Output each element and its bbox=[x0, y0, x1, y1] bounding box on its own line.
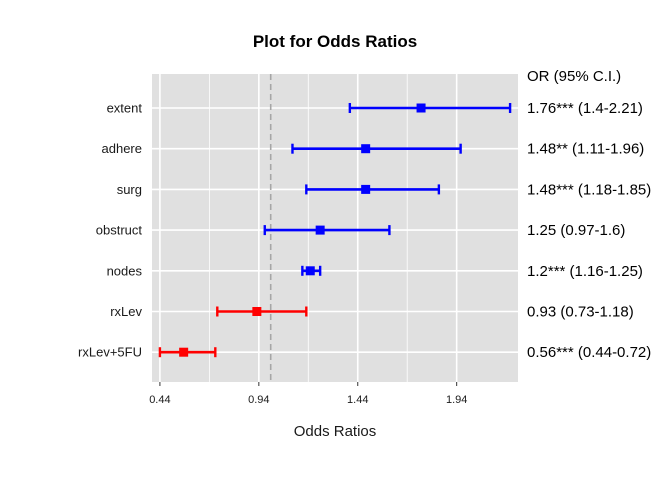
odds-ratio-point bbox=[361, 184, 371, 194]
x-tick-label: 1.94 bbox=[446, 394, 467, 406]
odds-ratio-point bbox=[305, 266, 315, 276]
annotation-text: 0.56*** (0.44-0.72) bbox=[527, 344, 651, 361]
plot-panel bbox=[152, 74, 518, 382]
odds-ratio-point bbox=[416, 103, 426, 113]
odds-ratio-point bbox=[315, 225, 325, 235]
odds-ratio-point bbox=[361, 144, 371, 154]
row-rxlev-5fu bbox=[158, 347, 217, 358]
row-surg bbox=[305, 184, 441, 195]
y-tick-label: extent bbox=[107, 101, 143, 116]
x-axis-label: Odds Ratios bbox=[294, 423, 377, 440]
annotation-text: 1.76*** (1.4-2.21) bbox=[527, 100, 643, 117]
y-tick-label: surg bbox=[117, 182, 142, 197]
annotation-text: 1.48*** (1.18-1.85) bbox=[527, 181, 651, 198]
y-tick-label: rxLev+5FU bbox=[78, 345, 142, 360]
annotation-text: 1.25 (0.97-1.6) bbox=[527, 222, 625, 239]
y-axis-labels: extent adhere surg obstruct nodes rxLev rxLev+… bbox=[78, 101, 142, 360]
annotation-text: 1.2*** (1.16-1.25) bbox=[527, 263, 643, 280]
annotation-text: 1.48** (1.11-1.96) bbox=[527, 141, 644, 158]
data-marks bbox=[158, 103, 512, 358]
y-tick-label: rxLev bbox=[110, 304, 142, 319]
chart-title: Plot for Odds Ratios bbox=[253, 32, 417, 51]
row-rxlev bbox=[216, 306, 308, 317]
row-extent bbox=[348, 103, 512, 113]
odds-ratio-point bbox=[252, 307, 262, 316]
grid-lines bbox=[152, 74, 518, 382]
y-tick-label: obstruct bbox=[96, 223, 143, 238]
row-adhere bbox=[291, 143, 462, 154]
annotation-header: OR (95% C.I.) bbox=[527, 68, 621, 85]
y-tick-label: adhere bbox=[102, 141, 142, 156]
x-tick-label: 0.94 bbox=[248, 394, 269, 406]
annotation-column: 1.76*** (1.4-2.21) 1.48** (1.11-1.96) 1.48… bbox=[527, 100, 651, 361]
row-obstruct bbox=[263, 225, 391, 236]
annotation-text: 0.93 (0.73-1.18) bbox=[527, 304, 634, 321]
odds-ratio-point bbox=[179, 347, 189, 357]
y-tick-label: nodes bbox=[107, 263, 143, 278]
x-axis-ticks: 0.44 0.94 1.44 1.94 bbox=[149, 382, 467, 406]
x-tick-label: 1.44 bbox=[347, 394, 368, 406]
row-nodes bbox=[301, 265, 322, 276]
x-tick-label: 0.44 bbox=[149, 394, 170, 406]
